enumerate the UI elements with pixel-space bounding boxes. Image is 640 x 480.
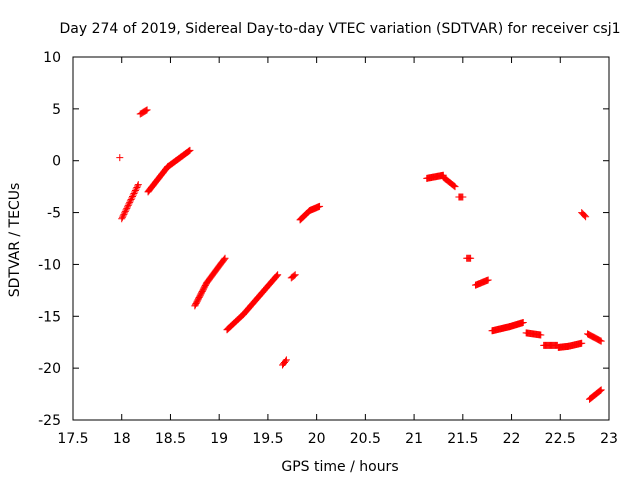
data-point bbox=[123, 204, 131, 212]
data-point bbox=[143, 106, 151, 114]
data-point bbox=[134, 182, 142, 190]
x-tick-label: 17.5 bbox=[57, 431, 88, 447]
data-point bbox=[484, 276, 492, 284]
data-point bbox=[126, 198, 134, 206]
y-tick-label: -5 bbox=[47, 206, 61, 222]
x-tick-label: 19.5 bbox=[252, 431, 283, 447]
x-tick-label: 20.5 bbox=[350, 431, 381, 447]
data-point bbox=[459, 193, 467, 201]
data-point bbox=[121, 209, 129, 217]
data-point bbox=[119, 212, 127, 220]
data-point bbox=[281, 357, 289, 365]
data-point bbox=[118, 215, 126, 223]
data-point bbox=[131, 187, 139, 195]
data-point bbox=[221, 254, 229, 262]
data-point bbox=[185, 147, 193, 155]
x-axis-title: GPS time / hours bbox=[281, 459, 398, 475]
data-point bbox=[597, 386, 605, 394]
data-point bbox=[519, 319, 527, 327]
x-axis-ticks: 17.5 18 18.5 19 19.5 20 20.5 21 21.5 22 22.5 23 bbox=[57, 57, 618, 447]
y-tick-label: -25 bbox=[38, 413, 61, 429]
data-point bbox=[578, 339, 586, 347]
data-point bbox=[291, 271, 299, 279]
data-point bbox=[125, 200, 133, 208]
data-point bbox=[116, 154, 124, 162]
x-tick-label: 23 bbox=[600, 431, 618, 447]
data-point bbox=[127, 195, 135, 203]
x-tick-label: 22.5 bbox=[545, 431, 576, 447]
data-point bbox=[142, 106, 150, 114]
data-point bbox=[596, 387, 604, 395]
data-point bbox=[124, 201, 132, 209]
data-point bbox=[537, 331, 545, 339]
data-point bbox=[220, 255, 228, 263]
x-tick-label: 22 bbox=[503, 431, 521, 447]
data-point bbox=[133, 184, 141, 192]
data-point bbox=[582, 213, 590, 221]
data-point bbox=[184, 147, 192, 155]
data-points bbox=[116, 106, 605, 403]
plot-frame bbox=[72, 56, 610, 421]
y-tick-label: -20 bbox=[38, 361, 61, 377]
data-point bbox=[118, 213, 126, 221]
data-point bbox=[123, 203, 131, 211]
y-tick-label: 0 bbox=[52, 154, 61, 170]
data-point bbox=[451, 183, 459, 191]
y-tick-label: -10 bbox=[38, 257, 61, 273]
data-point bbox=[128, 194, 136, 202]
x-tick-label: 18 bbox=[113, 431, 131, 447]
x-tick-label: 21.5 bbox=[447, 431, 478, 447]
data-point bbox=[186, 146, 194, 154]
data-point bbox=[274, 271, 282, 279]
data-point bbox=[129, 192, 137, 200]
data-point bbox=[126, 197, 134, 205]
data-point bbox=[134, 181, 142, 189]
data-point bbox=[272, 272, 280, 280]
data-point bbox=[282, 356, 290, 364]
chart-title: Day 274 of 2019, Sidereal Day-to-day VTE… bbox=[59, 21, 620, 37]
data-point bbox=[316, 202, 324, 210]
data-point bbox=[120, 210, 128, 218]
data-point bbox=[132, 185, 140, 193]
data-point bbox=[581, 212, 589, 220]
data-point bbox=[596, 387, 604, 395]
data-point bbox=[121, 207, 129, 215]
x-tick-label: 19 bbox=[210, 431, 228, 447]
data-point bbox=[467, 254, 475, 262]
data-point bbox=[290, 272, 298, 280]
data-point bbox=[130, 189, 138, 197]
y-tick-label: -15 bbox=[38, 309, 61, 325]
x-tick-label: 18.5 bbox=[155, 431, 186, 447]
y-axis-title: SDTVAR / TECUs bbox=[7, 183, 23, 298]
x-tick-label: 21 bbox=[405, 431, 423, 447]
data-point bbox=[131, 188, 139, 196]
data-point bbox=[273, 272, 281, 280]
data-point bbox=[450, 182, 458, 190]
y-tick-label: 5 bbox=[52, 102, 61, 118]
y-tick-label: 10 bbox=[43, 50, 61, 66]
y-axis-ticks: 10 5 0 -5 -10 -15 -20 -25 bbox=[38, 50, 609, 429]
x-tick-label: 20 bbox=[308, 431, 326, 447]
data-point bbox=[129, 191, 137, 199]
data-point bbox=[449, 181, 457, 189]
data-point bbox=[122, 206, 130, 214]
data-point bbox=[597, 337, 605, 345]
